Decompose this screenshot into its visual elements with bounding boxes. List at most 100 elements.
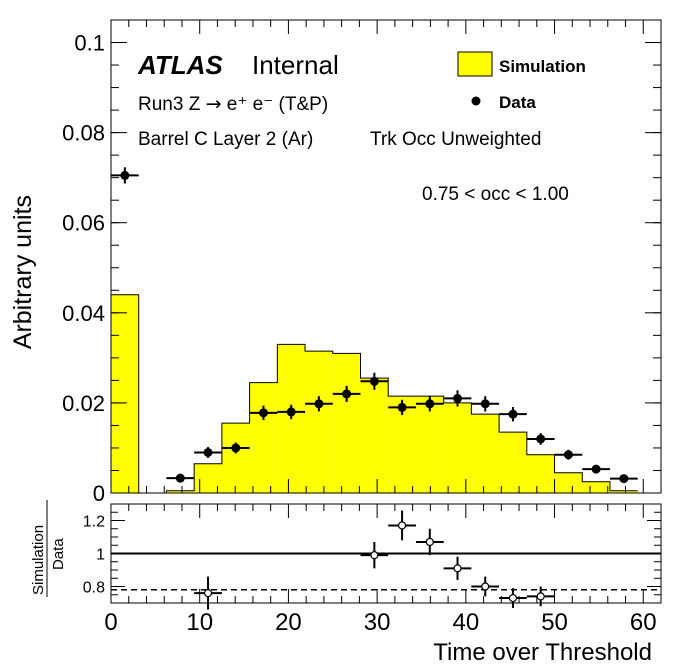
- ratio-reference-lines: [111, 552, 661, 591]
- y-axis-label: Arbitrary units: [9, 195, 37, 349]
- legend: Simulation Data: [457, 51, 586, 112]
- main-panel: 0 0.02 0.04 0.06 0.08 0.1 Arbitrary units ATL…: [9, 19, 662, 506]
- data-point-marker: [397, 402, 407, 412]
- ratio-point-marker: [425, 537, 434, 547]
- data-point-marker: [258, 408, 268, 418]
- data-point: [305, 396, 333, 412]
- simulation-bar: [360, 378, 389, 493]
- simulation-bar: [499, 432, 527, 493]
- y-tick-label: 0.02: [62, 391, 105, 416]
- simulation-bar: [305, 351, 333, 493]
- data-point-marker: [425, 399, 435, 409]
- ratio-ticks: 0.8 1 1.2 0 10 20 30 40 50 60: [83, 504, 662, 636]
- data-point: [443, 390, 472, 407]
- ratio-point-marker: [203, 588, 213, 598]
- simulation-bar: [471, 414, 500, 493]
- region-label: Barrel C Layer 2 (Ar): [138, 129, 313, 150]
- simulation-bar: [332, 353, 361, 493]
- y-tick-label: 0.04: [62, 301, 105, 326]
- data-point-marker: [563, 450, 573, 460]
- y-tick-label: 0.06: [62, 211, 105, 236]
- legend-data-label: Data: [499, 93, 536, 112]
- ratio-point: [194, 576, 222, 610]
- data-point-marker: [314, 399, 324, 409]
- ratio-point: [471, 576, 500, 597]
- legend-simulation-swatch: [457, 51, 493, 77]
- ratio-point: [388, 510, 416, 541]
- ratio-points: [194, 510, 555, 610]
- data-point: [609, 474, 638, 484]
- data-point-marker: [369, 376, 379, 386]
- ratio-point: [360, 541, 389, 569]
- simulation-bar: [609, 490, 638, 493]
- data-point: [166, 473, 195, 483]
- x-tick-label: 20: [275, 609, 302, 636]
- data-point-marker: [286, 407, 296, 417]
- y-tick-label: 0.08: [62, 121, 105, 146]
- simulation-bar: [415, 396, 444, 493]
- data-point-marker: [508, 409, 518, 419]
- ratio-ylabel-denominator: Data: [50, 538, 67, 570]
- ratio-point-marker: [536, 592, 545, 601]
- selection-label: 0.75 < occ < 1.00: [422, 184, 569, 205]
- data-point-marker: [480, 399, 490, 409]
- simulation-bar: [443, 402, 472, 493]
- data-point: [277, 404, 306, 420]
- weighting-label: Trk Occ Unweighted: [370, 129, 541, 150]
- data-point-marker: [591, 464, 601, 474]
- ratio-ylabel-numerator: Simulation: [30, 525, 47, 595]
- ratio-y-tick-label: 1: [96, 547, 105, 564]
- data-point-marker: [342, 389, 352, 399]
- x-tick-label: 40: [452, 609, 479, 636]
- data-point: [249, 405, 278, 421]
- process-label: Run3 Z → e⁺ e⁻ (T&P): [138, 93, 328, 115]
- simulation-bar: [582, 481, 610, 493]
- legend-data-marker: [471, 96, 481, 106]
- main-frame: [110, 19, 662, 494]
- simulation-bar: [111, 294, 139, 493]
- data-point-marker: [120, 170, 130, 180]
- ratio-point: [443, 556, 472, 580]
- simulation-bar: [554, 472, 583, 493]
- atlas-label: ATLAS: [137, 50, 223, 80]
- process-suffix: e⁺ e⁻ (T&P): [222, 94, 329, 115]
- data-point: [111, 167, 139, 184]
- simulation-bar: [221, 423, 250, 493]
- data-point: [332, 385, 361, 403]
- ratio-point: [415, 528, 444, 556]
- data-point: [554, 449, 583, 460]
- data-point: [415, 396, 444, 412]
- data-point: [582, 464, 610, 474]
- y-tick-label: 0: [93, 481, 105, 506]
- internal-label: Internal: [252, 50, 339, 80]
- x-tick-label: 50: [541, 609, 568, 636]
- ratio-point-marker: [453, 564, 462, 573]
- data-point: [526, 433, 555, 445]
- simulation-histogram: [110, 294, 638, 494]
- x-tick-label: 30: [364, 609, 391, 636]
- ratio-point-marker: [397, 521, 407, 530]
- x-tick-label: 10: [186, 609, 213, 636]
- ratio-y-tick-label: 1.2: [83, 514, 105, 531]
- legend-simulation-label: Simulation: [499, 57, 586, 76]
- ratio-panel: 0.8 1 1.2 0 10 20 30 40 50 60 Simulation Data Tim…: [30, 500, 662, 666]
- main-ticks: 0 0.02 0.04 0.06 0.08 0.1: [62, 19, 662, 506]
- arrow-icon: →: [206, 93, 222, 115]
- simulation-outline: [110, 294, 638, 494]
- x-axis-label: Time over Threshold: [433, 639, 652, 666]
- data-point: [471, 396, 500, 412]
- simulation-bar: [526, 454, 555, 493]
- x-tick-label: 60: [630, 609, 657, 636]
- ratio-y-tick-label: 0.8: [83, 580, 105, 597]
- data-point: [194, 447, 222, 458]
- data-point-marker: [453, 393, 463, 403]
- data-point-marker: [175, 473, 185, 483]
- ratio-point-marker: [481, 582, 490, 591]
- ratio-point-marker: [370, 551, 379, 560]
- data-point-marker: [536, 434, 546, 444]
- ratio-point-marker: [508, 593, 518, 603]
- simulation-bar: [166, 490, 195, 493]
- data-point-marker: [619, 474, 629, 484]
- data-point: [360, 372, 389, 390]
